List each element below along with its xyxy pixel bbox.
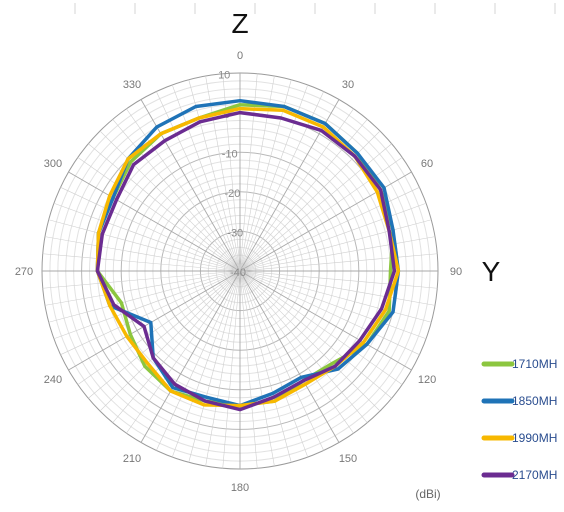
angle-spoke [42, 270, 241, 289]
angle-spoke [88, 143, 241, 272]
series-lines [95, 98, 401, 412]
legend-label: 1990MH [512, 431, 557, 445]
angle-spoke [239, 270, 381, 412]
angle-spoke [44, 236, 241, 272]
angle-tick-label: 270 [15, 266, 33, 278]
axis-label-top: Z [231, 8, 248, 39]
angle-spoke [188, 270, 241, 463]
angle-tick-label: 150 [339, 453, 357, 465]
angle-spoke [126, 270, 241, 434]
angle-spoke [53, 270, 241, 340]
angle-spoke [239, 270, 420, 355]
angle-spoke [99, 270, 241, 412]
angle-tick-label: 90 [450, 266, 462, 278]
angle-tick-label: 0 [237, 50, 243, 62]
angle-spoke [77, 270, 241, 385]
angle-spoke [239, 270, 292, 463]
legend-label: 1850MH [512, 394, 557, 408]
angle-spoke [112, 270, 241, 423]
angle-spoke [239, 270, 438, 289]
top-scale-marks [74, 3, 556, 14]
angle-spoke [156, 270, 241, 451]
unit-label: (dBi) [415, 487, 440, 501]
angle-spoke [171, 270, 241, 458]
angle-spokes [42, 73, 438, 469]
angle-spoke [68, 270, 241, 371]
series-line-3 [95, 106, 401, 408]
angle-tick-labels: 0 30 60 90 120 150 180 210 240 270 300 330 [15, 50, 462, 494]
angle-spoke [239, 270, 258, 469]
angle-tick-label: 180 [231, 482, 249, 494]
angle-spoke [112, 119, 241, 272]
angle-spoke [239, 236, 436, 272]
angle-spoke [53, 202, 241, 272]
angle-tick-label: 120 [418, 374, 436, 386]
angle-spoke [239, 253, 438, 272]
angle-spoke [205, 75, 241, 272]
legend-label: 1710MH [512, 357, 557, 371]
angle-spoke [42, 253, 241, 272]
angle-spoke [239, 219, 432, 272]
angle-spoke [239, 270, 354, 434]
angle-spoke [77, 157, 241, 272]
angle-spoke [88, 270, 241, 399]
angle-spoke [48, 270, 241, 323]
angle-spoke [239, 270, 403, 385]
radial-tick-label: -30 [227, 227, 243, 239]
angle-spoke [239, 270, 340, 443]
radial-tick-label: -20 [225, 188, 241, 200]
angle-spoke [239, 270, 412, 371]
angle-spoke [48, 219, 241, 272]
angle-spoke [239, 270, 392, 399]
series-line-4 [95, 110, 397, 412]
angle-spoke [239, 270, 436, 306]
axis-label-right: Y [482, 256, 501, 287]
angle-spoke [222, 73, 241, 272]
radial-tick-label: 10 [218, 69, 230, 81]
angle-tick-label: 300 [44, 158, 62, 170]
angle-spoke [239, 202, 427, 272]
angle-spoke [60, 187, 241, 272]
radial-tick-label: -10 [222, 148, 238, 160]
angle-tick-label: 60 [421, 158, 433, 170]
radial-tick-label: -40 [230, 267, 246, 279]
angle-tick-label: 240 [44, 374, 62, 386]
angle-spoke [239, 270, 275, 467]
angle-spoke [188, 79, 241, 272]
angle-tick-label: 30 [342, 79, 354, 91]
angle-spoke [239, 270, 368, 423]
angle-spoke [60, 270, 241, 355]
angle-spoke [239, 270, 432, 323]
angle-spoke [205, 270, 241, 467]
angle-spoke [239, 187, 420, 272]
angle-spoke [239, 270, 324, 451]
legend: 1710MH 1850MH 1990MH 2170MH [481, 357, 557, 482]
angle-spoke [140, 270, 241, 443]
angle-tick-label: 210 [123, 453, 141, 465]
angle-spoke [99, 130, 241, 272]
legend-label: 2170MH [512, 468, 557, 482]
angle-spoke [222, 270, 241, 469]
angle-spoke [126, 108, 241, 272]
angle-spoke [239, 270, 427, 340]
angle-tick-label: 330 [123, 79, 141, 91]
angle-spoke [239, 270, 309, 458]
angle-spoke [171, 84, 241, 272]
angle-spoke [68, 171, 241, 272]
angle-spoke [44, 270, 241, 306]
